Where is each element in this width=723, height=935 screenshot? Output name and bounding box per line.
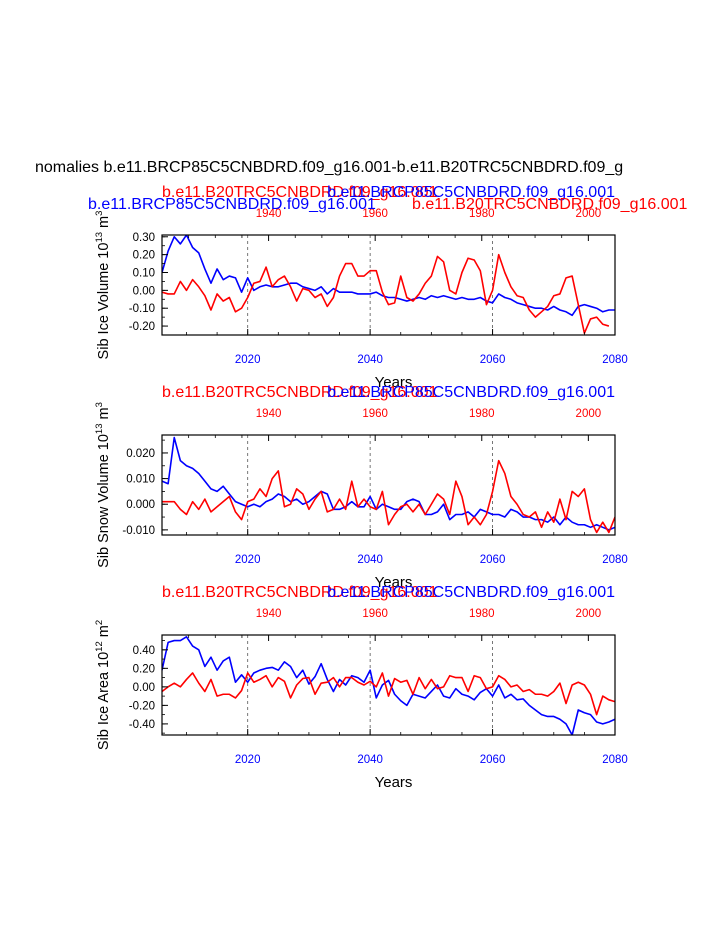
panel-top-title: b.e11.B20TRC5CNBDRD.f09_g16.001: [162, 584, 438, 601]
y-tick-label: -0.10: [129, 303, 155, 315]
y-axis-title: Sib Snow Volume 1013 m3: [94, 402, 112, 568]
panel-top-title: b.e11.BRCP85C5CNBDRD.f09_g16.001: [327, 584, 615, 601]
x-top-tick-label: 2000: [576, 208, 602, 220]
series-line-rcp: [162, 636, 615, 735]
x-axis-title: Years: [375, 574, 413, 591]
y-axis-title: Sib Ice Area 1012 m2: [94, 620, 112, 750]
x-axis-title: Years: [375, 774, 413, 791]
plot-frame: [161, 634, 616, 736]
y-axis-title-part: 3: [94, 402, 105, 407]
panel-top-title: b.e11.BRCP85C5CNBDRD.f09_g16.001: [327, 184, 615, 201]
y-axis-title-part: 13: [94, 424, 105, 435]
x-bottom-tick-label: 2060: [480, 554, 506, 566]
panel-top-title: b.e11.B20TRC5CNBDRD.f09_g16.001: [162, 384, 438, 401]
y-tick-label: 0.020: [126, 448, 155, 460]
x-top-tick-label: 1960: [362, 408, 388, 420]
y-tick-label: 0.10: [133, 268, 155, 280]
y-tick-label: -0.20: [129, 700, 155, 712]
chart-panel-3: -0.40 -0.20 0.00 0.20 0.40 2020 2040 2060 2080 19…: [94, 584, 628, 791]
series-line-hist: [162, 672, 615, 716]
y-axis-title-part: m: [96, 625, 112, 641]
x-bottom-tick-label: 2080: [602, 354, 628, 366]
panel-top-title: b.e11.BRCP85C5CNBDRD.f09_g16.001: [327, 384, 615, 401]
x-top-tick-label: 2000: [576, 608, 602, 620]
series-line-rcp: [162, 436, 615, 531]
y-axis-title-part: 13: [94, 232, 105, 243]
y-tick-label: 0.40: [133, 645, 155, 657]
y-tick-label: 0.20: [133, 250, 155, 262]
y-tick-label: 0.000: [126, 499, 155, 511]
x-bottom-tick-label: 2040: [357, 354, 383, 366]
x-top-tick-label: 1940: [256, 208, 282, 220]
y-tick-label: 0.20: [133, 663, 155, 675]
y-tick-label: -0.20: [129, 321, 155, 333]
y-axis-title-part: Sib Snow Volume 10: [96, 434, 112, 568]
x-bottom-tick-label: 2040: [357, 554, 383, 566]
x-bottom-tick-label: 2020: [235, 554, 261, 566]
y-axis-title: Sib Ice Volume 1013 m3: [94, 211, 112, 360]
x-top-tick-label: 1980: [469, 408, 495, 420]
y-axis-title-part: Sib Ice Volume 10: [96, 243, 112, 360]
y-tick-label: 0.30: [133, 232, 155, 244]
y-axis-title-part: m: [96, 407, 112, 423]
y-tick-label: 0.00: [133, 285, 155, 297]
y-axis-title-part: Sib Ice Area 10: [96, 652, 112, 750]
panel-top-title: b.e11.B20TRC5CNBDRD.f09_g16.001: [162, 184, 438, 201]
series-line-hist: [162, 253, 610, 335]
x-top-tick-label: 1960: [362, 608, 388, 620]
panel-top-title: b.e11.B20TRC5CNBDRD.f09_g16.001: [412, 196, 688, 213]
x-bottom-tick-label: 2080: [602, 554, 628, 566]
main-title: nomalies b.e11.BRCP85C5CNBDRD.f09_g16.00…: [35, 159, 623, 176]
x-bottom-tick-label: 2020: [235, 354, 261, 366]
y-axis-title-part: m: [96, 216, 112, 232]
x-top-tick-label: 1940: [256, 608, 282, 620]
x-top-tick-label: 1960: [362, 208, 388, 220]
x-bottom-tick-label: 2060: [480, 754, 506, 766]
x-top-tick-label: 1940: [256, 408, 282, 420]
y-axis-title-part: 2: [94, 620, 105, 625]
y-axis-title-part: 12: [94, 641, 105, 652]
x-top-tick-label: 1980: [469, 608, 495, 620]
y-tick-label: 0.00: [133, 682, 155, 694]
chart-panel-1: -0.20 -0.10 0.00 0.10 0.20 0.30 2020 2040 2060 20…: [88, 184, 688, 391]
y-tick-label: 0.010: [126, 474, 155, 486]
plot-frame: [161, 234, 616, 336]
y-tick-label: -0.010: [122, 525, 155, 537]
y-axis-title-part: 3: [94, 211, 105, 216]
x-bottom-tick-label: 2020: [235, 754, 261, 766]
series-line-hist: [162, 459, 615, 534]
x-axis-title: Years: [375, 374, 413, 391]
y-tick-label: -0.40: [129, 719, 155, 731]
series-line-rcp: [162, 235, 615, 317]
chart-panel-2: -0.010 0.000 0.010 0.020 2020 2040 2060 2080 194…: [94, 384, 628, 591]
panel-top-title: b.e11.BRCP85C5CNBDRD.f09_g16.001: [88, 196, 376, 213]
x-top-tick-label: 2000: [576, 408, 602, 420]
plot-frame: [161, 434, 616, 536]
x-top-tick-label: 1980: [469, 208, 495, 220]
x-bottom-tick-label: 2040: [357, 754, 383, 766]
x-bottom-tick-label: 2060: [480, 354, 506, 366]
x-bottom-tick-label: 2080: [602, 754, 628, 766]
